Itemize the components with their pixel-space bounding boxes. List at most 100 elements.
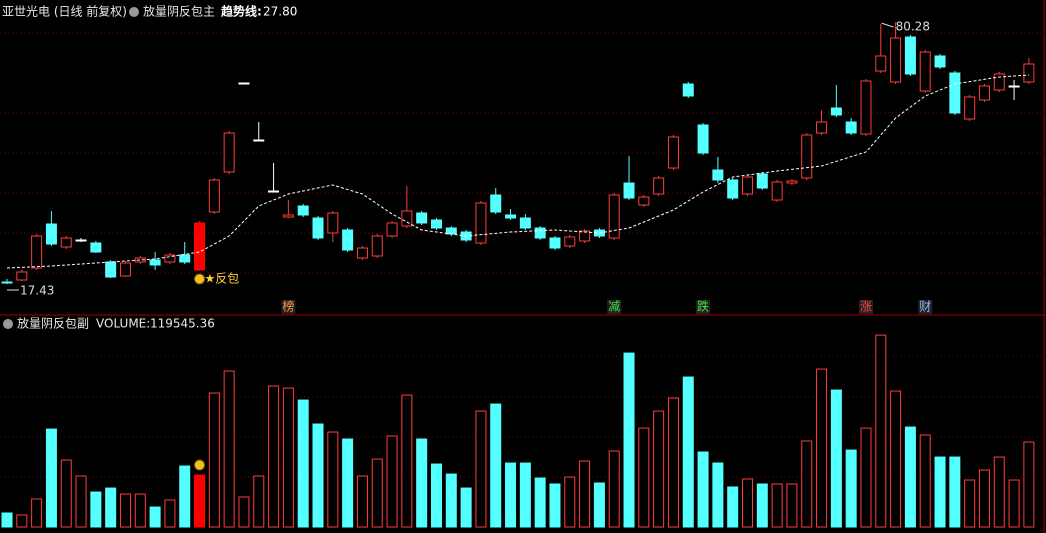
volume-bar (208, 392, 220, 528)
trend-value: 27.80 (263, 5, 297, 19)
volume-indicator: 放量阴反包副 (17, 316, 89, 331)
candle-body (223, 132, 235, 173)
volume-bar (519, 462, 531, 528)
event-marker: 跌 (697, 299, 709, 314)
candle-body (282, 214, 294, 218)
volume-bar (682, 376, 694, 528)
volume-bar (253, 475, 265, 528)
volume-bar (816, 368, 828, 528)
candle-body (134, 257, 146, 263)
candle-body (356, 247, 368, 259)
volume-bar (993, 456, 1005, 528)
candle-body (1008, 85, 1020, 88)
volume-bar (964, 479, 976, 528)
volume-bar (119, 493, 131, 528)
volume-bar (179, 465, 191, 528)
volume-bar (282, 387, 294, 528)
candle-body (1, 281, 13, 284)
candle-body (297, 205, 309, 216)
volume-bar (1008, 479, 1020, 528)
volume-bar (549, 483, 561, 528)
volume-bar (712, 462, 724, 528)
volume-bar (268, 385, 280, 528)
volume-bar (342, 438, 354, 528)
candle-body (771, 181, 783, 201)
volume-bar (904, 426, 916, 528)
candle-body (31, 235, 43, 269)
candle-body (682, 83, 694, 97)
candle-body (712, 169, 724, 181)
volume-bar (194, 474, 206, 528)
candle-body (312, 217, 324, 239)
candle-body (505, 214, 517, 219)
signal-volume-icon (194, 459, 206, 471)
volume-bar (653, 410, 665, 528)
volume-bar (608, 450, 620, 528)
volume-bar (623, 352, 635, 528)
volume-bar (75, 475, 87, 528)
volume-bar (45, 428, 57, 528)
candle-body (875, 55, 887, 72)
volume-bar (60, 459, 72, 528)
candle-body (667, 136, 679, 169)
candle-body (60, 237, 72, 248)
candle-body (993, 73, 1005, 91)
volume-bar (149, 506, 161, 528)
volume-bar (593, 482, 605, 528)
candle-body (786, 180, 798, 184)
candle-body (934, 55, 946, 68)
candle-body (75, 239, 87, 242)
volume-bar (312, 423, 324, 528)
candle-body (119, 262, 131, 277)
volume-bar (638, 427, 650, 528)
volume-bar (875, 334, 887, 528)
volume-bar (371, 458, 383, 528)
volume-bar (830, 389, 842, 528)
volume-bar (505, 462, 517, 528)
high-label: 80.28 (896, 20, 930, 34)
signal-label: ★反包 (205, 272, 240, 286)
high-arrow (881, 22, 894, 28)
volume-bar (297, 399, 309, 528)
candle-body (1023, 63, 1035, 83)
volume-bar (771, 483, 783, 528)
event-marker-bg (607, 300, 622, 314)
candle-body (208, 179, 220, 213)
volume-bar (327, 431, 339, 528)
event-marker-bg (858, 300, 873, 314)
indicator-name: 放量阴反包主 (143, 4, 215, 19)
volume-bar (890, 390, 902, 528)
candle-body (653, 177, 665, 195)
candle-body (727, 179, 739, 199)
volume-bar (727, 486, 739, 528)
volume-bar (697, 451, 709, 528)
candle-body (475, 202, 487, 244)
candle-body (268, 190, 280, 193)
indicator-icon (3, 319, 13, 329)
candle-body (964, 96, 976, 120)
candle-body (519, 217, 531, 229)
candle-body (978, 85, 990, 101)
candle-body (327, 212, 339, 234)
event-marker: 财 (919, 300, 931, 314)
candle-body (816, 121, 828, 134)
volume-bar (801, 440, 813, 528)
candle-body (105, 261, 117, 278)
volume-bar (164, 499, 176, 528)
candle-body (756, 173, 768, 189)
candle-body (919, 51, 931, 92)
event-marker: 涨 (860, 299, 872, 314)
candle-body (16, 271, 28, 281)
candle-body (45, 223, 57, 245)
volume-bar (16, 514, 28, 528)
volume-bar (579, 460, 591, 528)
volume-bar (105, 487, 117, 528)
candle-body (445, 227, 457, 235)
candle-body (164, 254, 176, 263)
indicator-icon (129, 7, 139, 17)
candle-body (579, 230, 591, 242)
candle-body (194, 222, 206, 271)
volume-bar (919, 434, 931, 528)
event-marker: 减 (608, 300, 620, 314)
signal-icon (194, 273, 206, 285)
